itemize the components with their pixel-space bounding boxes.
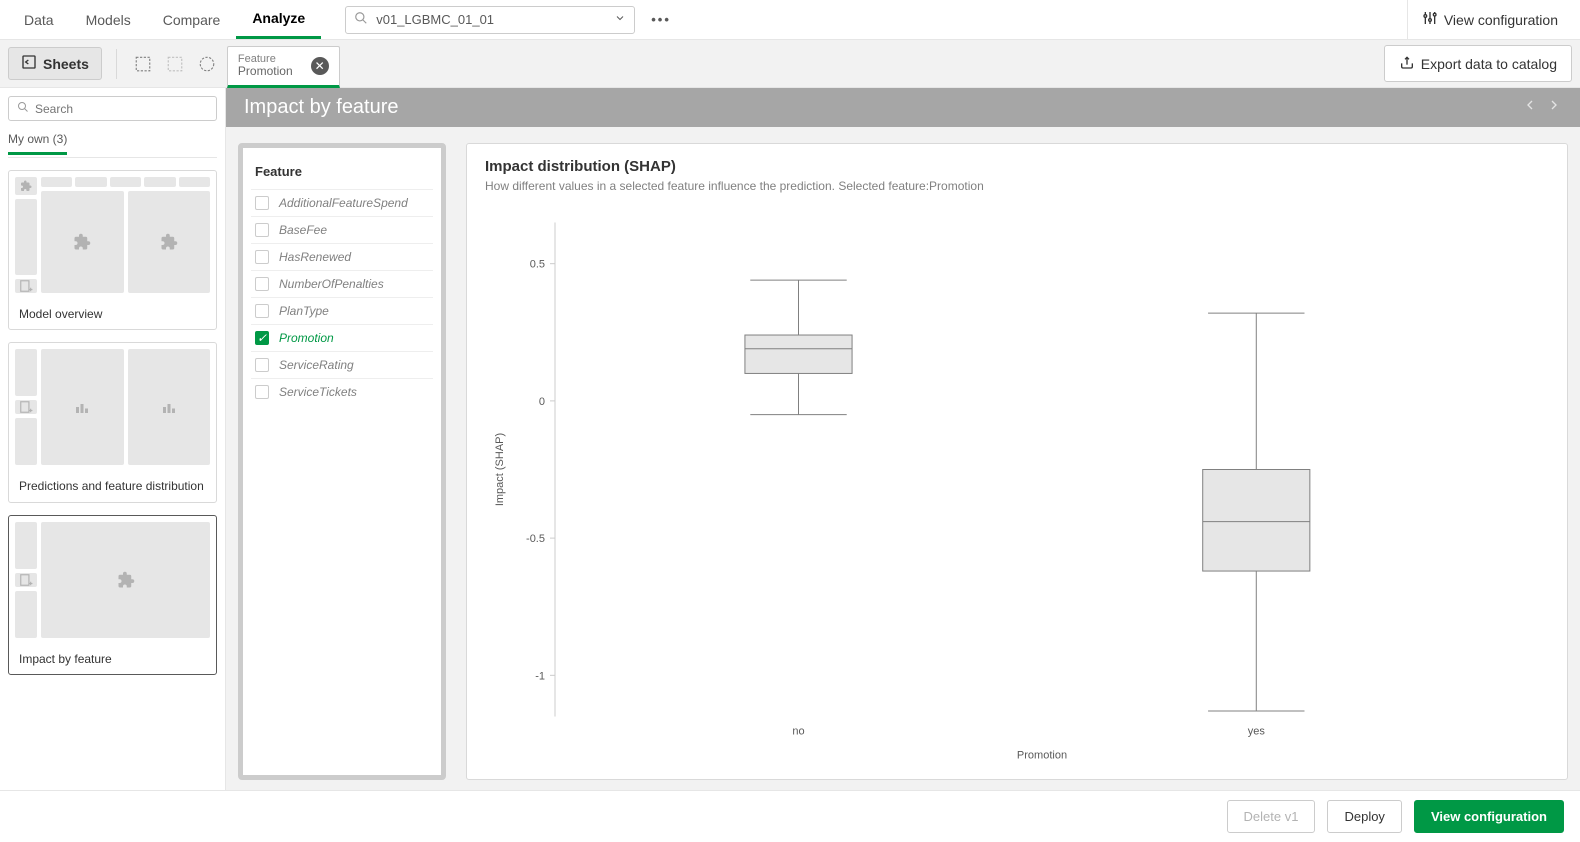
feature-item[interactable]: ServiceRating [251, 351, 433, 378]
sheets-icon [21, 54, 37, 73]
top-nav: DataModelsCompareAnalyze ••• View config… [0, 0, 1580, 40]
sheet-label: Impact by feature [9, 644, 216, 674]
next-sheet-icon[interactable] [1546, 96, 1562, 119]
view-configuration-button[interactable]: View configuration [1414, 800, 1564, 833]
sliders-icon [1422, 10, 1438, 29]
nav-tab-compare[interactable]: Compare [147, 0, 237, 39]
chevron-down-icon[interactable] [614, 12, 626, 27]
checkbox-icon [255, 385, 269, 399]
model-search-input[interactable] [376, 12, 606, 27]
feature-panel-heading: Feature [251, 156, 433, 189]
feature-item-label: PlanType [279, 304, 329, 318]
svg-text:Promotion: Promotion [1017, 750, 1067, 762]
checkbox-icon [255, 196, 269, 210]
feature-item-label: HasRenewed [279, 250, 351, 264]
close-icon[interactable]: ✕ [311, 57, 329, 75]
svg-text:yes: yes [1248, 726, 1266, 738]
svg-text:-1: -1 [535, 670, 545, 682]
title-bar: Impact by feature [226, 88, 1580, 127]
main-area: My own (3) Model overview Predictions and… [0, 88, 1580, 790]
sheet-label: Predictions and feature distribution [9, 471, 216, 501]
nav-tab-analyze[interactable]: Analyze [236, 0, 321, 39]
sheet-card[interactable]: Model overview [8, 170, 217, 330]
feature-item-label: NumberOfPenalties [279, 277, 384, 291]
export-icon [1399, 54, 1415, 73]
delete-button[interactable]: Delete v1 [1227, 800, 1316, 833]
feature-item[interactable]: AdditionalFeatureSpend [251, 189, 433, 216]
view-configuration-top-label: View configuration [1444, 12, 1558, 28]
model-search[interactable] [345, 6, 635, 34]
feature-item-label: AdditionalFeatureSpend [279, 196, 408, 210]
left-search[interactable] [8, 96, 217, 121]
selection-tool-1-icon[interactable] [131, 52, 155, 76]
feature-item-label: ServiceTickets [279, 385, 357, 399]
selection-tool-3-icon[interactable] [195, 52, 219, 76]
my-own-tab[interactable]: My own (3) [8, 132, 67, 155]
sheets-button[interactable]: Sheets [8, 47, 102, 80]
feature-tab-value: Promotion [238, 65, 293, 78]
chart-subtitle: How different values in a selected featu… [485, 179, 1549, 193]
feature-item[interactable]: BaseFee [251, 216, 433, 243]
svg-text:0: 0 [539, 396, 545, 408]
feature-item-label: Promotion [279, 331, 334, 345]
feature-filter-tab[interactable]: Feature Promotion ✕ [227, 46, 340, 88]
checkbox-icon [255, 304, 269, 318]
feature-panel: Feature AdditionalFeatureSpend BaseFee Has… [238, 143, 446, 780]
footer: Delete v1 Deploy View configuration [0, 790, 1580, 842]
svg-text:0.5: 0.5 [530, 259, 545, 271]
nav-tabs: DataModelsCompareAnalyze [8, 0, 321, 39]
search-icon [17, 101, 29, 116]
checkbox-icon [255, 358, 269, 372]
sheet-card[interactable]: Predictions and feature distribution [8, 342, 217, 502]
export-button[interactable]: Export data to catalog [1384, 45, 1572, 82]
view-configuration-top-button[interactable]: View configuration [1407, 0, 1572, 39]
left-panel: My own (3) Model overview Predictions and… [0, 88, 226, 790]
checkbox-icon [255, 223, 269, 237]
sheet-card[interactable]: Impact by feature [8, 515, 217, 675]
nav-tab-models[interactable]: Models [70, 0, 147, 39]
sheets-label: Sheets [43, 56, 89, 72]
prev-sheet-icon[interactable] [1522, 96, 1538, 119]
chart-panel: Impact distribution (SHAP) How different… [466, 143, 1568, 780]
chart-title: Impact distribution (SHAP) [485, 158, 1549, 175]
left-search-input[interactable] [35, 102, 208, 116]
svg-text:Impact (SHAP): Impact (SHAP) [494, 433, 506, 506]
feature-item[interactable]: ✓ Promotion [251, 324, 433, 351]
more-icon[interactable]: ••• [651, 12, 671, 27]
export-label: Export data to catalog [1421, 56, 1557, 72]
svg-text:no: no [792, 726, 804, 738]
checkbox-icon [255, 277, 269, 291]
second-bar: Sheets Feature Promotion ✕ Export data t… [0, 40, 1580, 88]
feature-item[interactable]: ServiceTickets [251, 378, 433, 405]
checkbox-icon [255, 250, 269, 264]
svg-text:-0.5: -0.5 [526, 533, 545, 545]
feature-item-label: ServiceRating [279, 358, 354, 372]
selection-tool-2-icon[interactable] [163, 52, 187, 76]
feature-item[interactable]: HasRenewed [251, 243, 433, 270]
deploy-button[interactable]: Deploy [1327, 800, 1401, 833]
chart-body: 0.5 0 -0.5 -1 Impact (SHAP) Promotion no yes [485, 201, 1549, 768]
feature-item[interactable]: NumberOfPenalties [251, 270, 433, 297]
feature-item[interactable]: PlanType [251, 297, 433, 324]
nav-tab-data[interactable]: Data [8, 0, 70, 39]
search-icon [354, 11, 368, 28]
center-area: Impact by feature Feature AdditionalFeat… [226, 88, 1580, 790]
feature-item-label: BaseFee [279, 223, 327, 237]
page-title: Impact by feature [244, 96, 399, 119]
sheet-label: Model overview [9, 299, 216, 329]
checkbox-icon: ✓ [255, 331, 269, 345]
